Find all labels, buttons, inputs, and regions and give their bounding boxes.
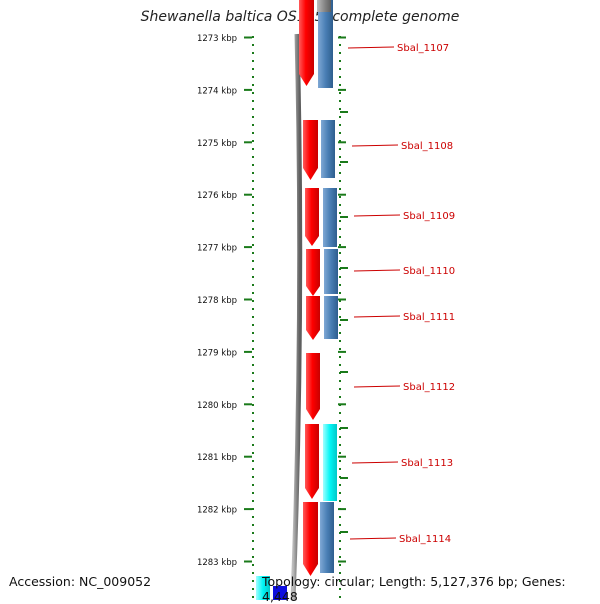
- cds-forward-sbal-1110[interactable]: [306, 249, 320, 296]
- gene-label-leader: [353, 214, 401, 217]
- cds-reverse-sbal-1108[interactable]: [321, 120, 335, 178]
- gene-label-leader: [353, 269, 401, 272]
- gene-label-text[interactable]: Sbal_1108: [401, 141, 453, 152]
- gene-label-text[interactable]: Sbal_1111: [403, 312, 455, 323]
- feature-cyan-bottom[interactable]: [256, 576, 270, 600]
- cds-forward-sbal-1107[interactable]: [299, 0, 314, 86]
- accession-text: Accession: NC_009052: [9, 574, 152, 589]
- cds-reverse-sbal-1109[interactable]: [323, 188, 337, 247]
- ruler-tick-label: 1281 kbp: [197, 453, 237, 463]
- gene-label-text[interactable]: Sbal_1112: [403, 382, 455, 393]
- ruler-tick-label: 1274 kbp: [197, 86, 237, 96]
- gene-label-text[interactable]: Sbal_1109: [403, 211, 455, 222]
- gene-label-text[interactable]: Sbal_1114: [399, 534, 451, 545]
- gene-label-leader: [353, 385, 401, 388]
- genome-backbone: [290, 33, 303, 600]
- cds-forward-sbal-1108[interactable]: [303, 120, 318, 180]
- ruler-tick-label: 1277 kbp: [197, 244, 237, 254]
- gene-label-text[interactable]: Sbal_1107: [397, 43, 449, 54]
- feature-grey-top: [317, 0, 331, 12]
- gene-label-text[interactable]: Sbal_1110: [403, 266, 455, 277]
- cds-forward-sbal-1111[interactable]: [306, 296, 320, 340]
- gene-label-leader: [351, 144, 399, 147]
- cds-reverse-sbal-1111[interactable]: [324, 296, 338, 339]
- gene-label-leader: [353, 315, 401, 318]
- ruler-tick-label: 1280 kbp: [197, 401, 237, 411]
- cds-forward-sbal-1109[interactable]: [305, 188, 319, 246]
- gene-label-leader: [349, 537, 397, 540]
- cds-reverse-sbal-1107[interactable]: [318, 0, 333, 88]
- feature-blue-bottom[interactable]: [273, 586, 287, 600]
- cds-forward-sbal-1112[interactable]: [306, 353, 320, 420]
- gene-label-leader: [351, 461, 399, 464]
- ruler-tick-label: 1283 kbp: [197, 558, 237, 568]
- ruler-tick-label: 1273 kbp: [197, 34, 237, 44]
- cds-reverse-sbal-1114[interactable]: [320, 502, 334, 573]
- cds-reverse-sbal-1110[interactable]: [324, 249, 338, 294]
- gene-label-text[interactable]: Sbal_1113: [401, 458, 453, 469]
- cds-forward-sbal-1114[interactable]: [303, 502, 318, 576]
- cds-cyan-sbal-1113[interactable]: [323, 424, 337, 501]
- ruler-ticks: 1273 kbp 1274 kbp 1275 kbp 1276 kbp 1277 kbp…: [197, 34, 348, 568]
- ruler-tick-label: 1278 kbp: [197, 296, 237, 306]
- ruler-tick-label: 1282 kbp: [197, 506, 237, 516]
- cds-forward-sbal-1113[interactable]: [305, 424, 319, 499]
- ruler-tick-label: 1275 kbp: [197, 139, 237, 149]
- gene-label-leader: [347, 46, 395, 49]
- ruler-tick-label: 1276 kbp: [197, 191, 237, 201]
- gene-features: [256, 0, 338, 600]
- gene-labels: Sbal_1107 Sbal_1108 Sbal_1109 Sbal_1110 Sbal…: [347, 43, 455, 545]
- ruler-tick-label: 1279 kbp: [197, 348, 237, 358]
